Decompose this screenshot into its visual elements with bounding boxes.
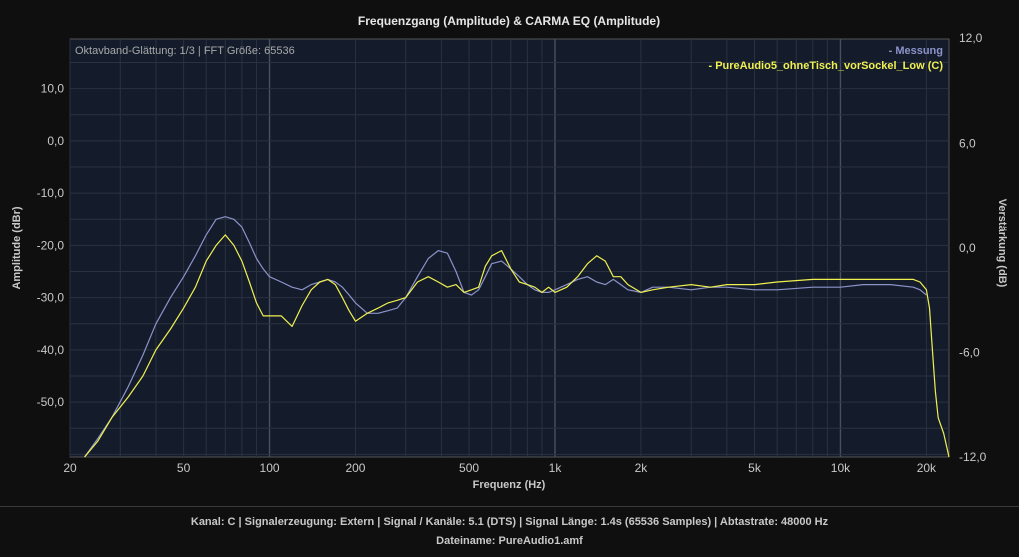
y-tick-label: 10,0: [41, 82, 65, 96]
status-footer: Kanal: C | Signalerzeugung: Extern | Sig…: [0, 506, 1019, 557]
y2-axis-ticks: 12,0 6,0 0,0 -6,0 -12,0: [959, 31, 987, 464]
x-tick-label: 5k: [748, 461, 762, 475]
y-tick-label: -20,0: [37, 238, 65, 252]
series-line-eq: [84, 234, 950, 458]
plot-area[interactable]: [69, 38, 950, 458]
y-tick-label: 0,0: [47, 134, 64, 148]
frequency-response-chart: Frequenzgang (Amplitude) & CARMA EQ (Amp…: [11, 14, 1008, 491]
y2-tick-label: -12,0: [959, 450, 987, 464]
x-tick-label: 1k: [549, 461, 563, 475]
y-tick-label: -10,0: [37, 186, 65, 200]
x-tick-label: 100: [260, 461, 280, 475]
series-lines: [84, 216, 950, 458]
x-axis-ticks: 20 50 100 200 500 1k 2k 5k 10k 20k: [63, 461, 937, 475]
x-tick-label: 50: [177, 461, 191, 475]
legend-entry-eq: - PureAudio5_ohneTisch_vorSockel_Low (C): [708, 60, 943, 72]
y2-tick-label: 0,0: [959, 241, 976, 255]
y2-axis-label: Verstärkung (dB): [996, 199, 1008, 288]
y-axis-label: Amplitude (dBr): [11, 206, 23, 289]
y2-tick-label: 12,0: [959, 31, 983, 45]
footer-filename: Dateiname: PureAudio1.amf: [436, 535, 583, 547]
x-tick-label: 500: [459, 461, 479, 475]
y2-tick-label: -6,0: [959, 346, 980, 360]
y2-tick-label: 6,0: [959, 137, 976, 151]
y-tick-label: -30,0: [37, 291, 65, 305]
x-axis-label: Frequenz (Hz): [473, 479, 546, 491]
legend-entry-messung: - Messung: [889, 45, 943, 57]
x-tick-label: 200: [345, 461, 365, 475]
footer-info-line: Kanal: C | Signalerzeugung: Extern | Sig…: [190, 516, 829, 528]
y-tick-label: -50,0: [37, 395, 65, 409]
x-tick-label: 20k: [917, 461, 937, 475]
y-tick-label: -40,0: [37, 343, 65, 357]
x-tick-label: 20: [63, 461, 77, 475]
x-tick-label: 2k: [635, 461, 649, 475]
x-tick-label: 10k: [831, 461, 851, 475]
grid-lines: [69, 39, 949, 457]
y-axis-ticks: 10,0 0,0 -10,0 -20,0 -30,0 -40,0 -50,0: [37, 82, 65, 410]
chart-title: Frequenzgang (Amplitude) & CARMA EQ (Amp…: [358, 14, 660, 28]
smoothing-annotation: Oktavband-Glättung: 1/3 | FFT Größe: 655…: [75, 45, 295, 57]
